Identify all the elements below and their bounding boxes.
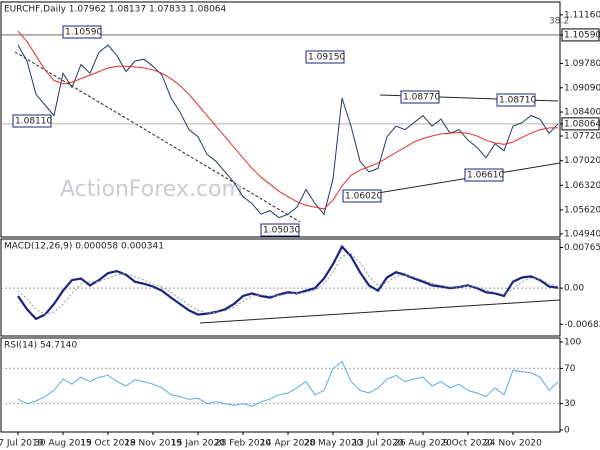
annotation: 1.09150	[308, 53, 345, 63]
y-tick-label: 1.11160	[564, 10, 600, 20]
y-tick-label: -0.006822	[564, 320, 600, 330]
annotation: 1.08710	[499, 96, 536, 106]
trend-line	[14, 51, 301, 223]
y-tick-label: 1.05620	[564, 205, 600, 215]
x-tick-label: 30 Aug 2019	[34, 439, 92, 449]
x-tick-label: 9 Oct 2020	[443, 439, 493, 449]
label-box	[12, 114, 52, 128]
label-box	[342, 189, 382, 203]
label-box	[305, 50, 345, 64]
y-tick-label: 1.08400	[564, 108, 600, 118]
label-box	[496, 93, 536, 107]
trend-line	[199, 299, 561, 324]
y-tick-label: 1.10590	[564, 30, 600, 40]
y-tick-label: 1.06320	[564, 181, 600, 191]
annotation: 1.08110	[15, 117, 52, 127]
macd-panel	[0, 238, 561, 337]
series-line	[17, 30, 558, 210]
x-tick-label: 28 Feb 2020	[215, 439, 271, 449]
x-tick-label: 13 Jul 2020	[353, 439, 404, 449]
y-tick-label: 1.08064	[564, 119, 600, 129]
chart-title: EURCHF,Daily 1.07962 1.08137 1.07833 1.0…	[4, 5, 227, 15]
annotation: 38.2	[549, 17, 569, 27]
y-tick-label: 30	[564, 399, 576, 409]
panel-title: RSI(14) 54.7140	[4, 341, 77, 351]
series-line	[17, 244, 559, 321]
watermark: ActionForex.com	[60, 177, 243, 202]
x-tick-label: 15 Jan 2020	[171, 439, 225, 449]
label-box	[62, 25, 102, 39]
panel-title: MACD(12,26,9) 0.000058 0.000341	[4, 242, 164, 252]
rsi-panel	[0, 337, 561, 433]
series-line	[17, 253, 559, 316]
annotation: 1.06610	[467, 171, 504, 181]
annotation: 1.06020	[345, 192, 382, 202]
y-tick-label: 1.04940	[564, 229, 600, 239]
y-tick-label: 70	[564, 364, 576, 374]
price-panel	[0, 1, 561, 238]
x-tick-label: 26 Aug 2020	[394, 439, 452, 449]
y-tick-label: 100	[564, 338, 581, 348]
y-tick-label: 1.07020	[564, 156, 600, 166]
y-tick-label: 1.07720	[564, 131, 600, 141]
y-tick-label: 1.09780	[564, 59, 600, 69]
label-box	[464, 168, 504, 182]
label-box	[260, 223, 300, 237]
x-tick-label: 24 Nov 2020	[484, 439, 542, 449]
x-tick-label: 17 Jul 2019	[0, 439, 44, 449]
annotation: 1.05030	[263, 226, 300, 236]
x-tick-label: 28 May 2020	[304, 439, 363, 449]
x-tick-label: 14 Apr 2020	[260, 439, 316, 449]
y-tick-label: 0.00	[564, 284, 584, 294]
y-tick-label: 1.09090	[564, 83, 600, 93]
y-tick-label: 0.007655	[564, 243, 600, 253]
x-tick-label: 28 Nov 2019	[124, 439, 182, 449]
x-tick-label: 15 Oct 2019	[80, 439, 136, 449]
annotation: 1.08770	[403, 93, 440, 103]
annotation: 1.10590	[65, 28, 102, 38]
series-line	[17, 360, 559, 407]
series-line	[17, 44, 559, 219]
label-box	[400, 90, 440, 104]
y-tick-label: 0	[564, 426, 570, 436]
